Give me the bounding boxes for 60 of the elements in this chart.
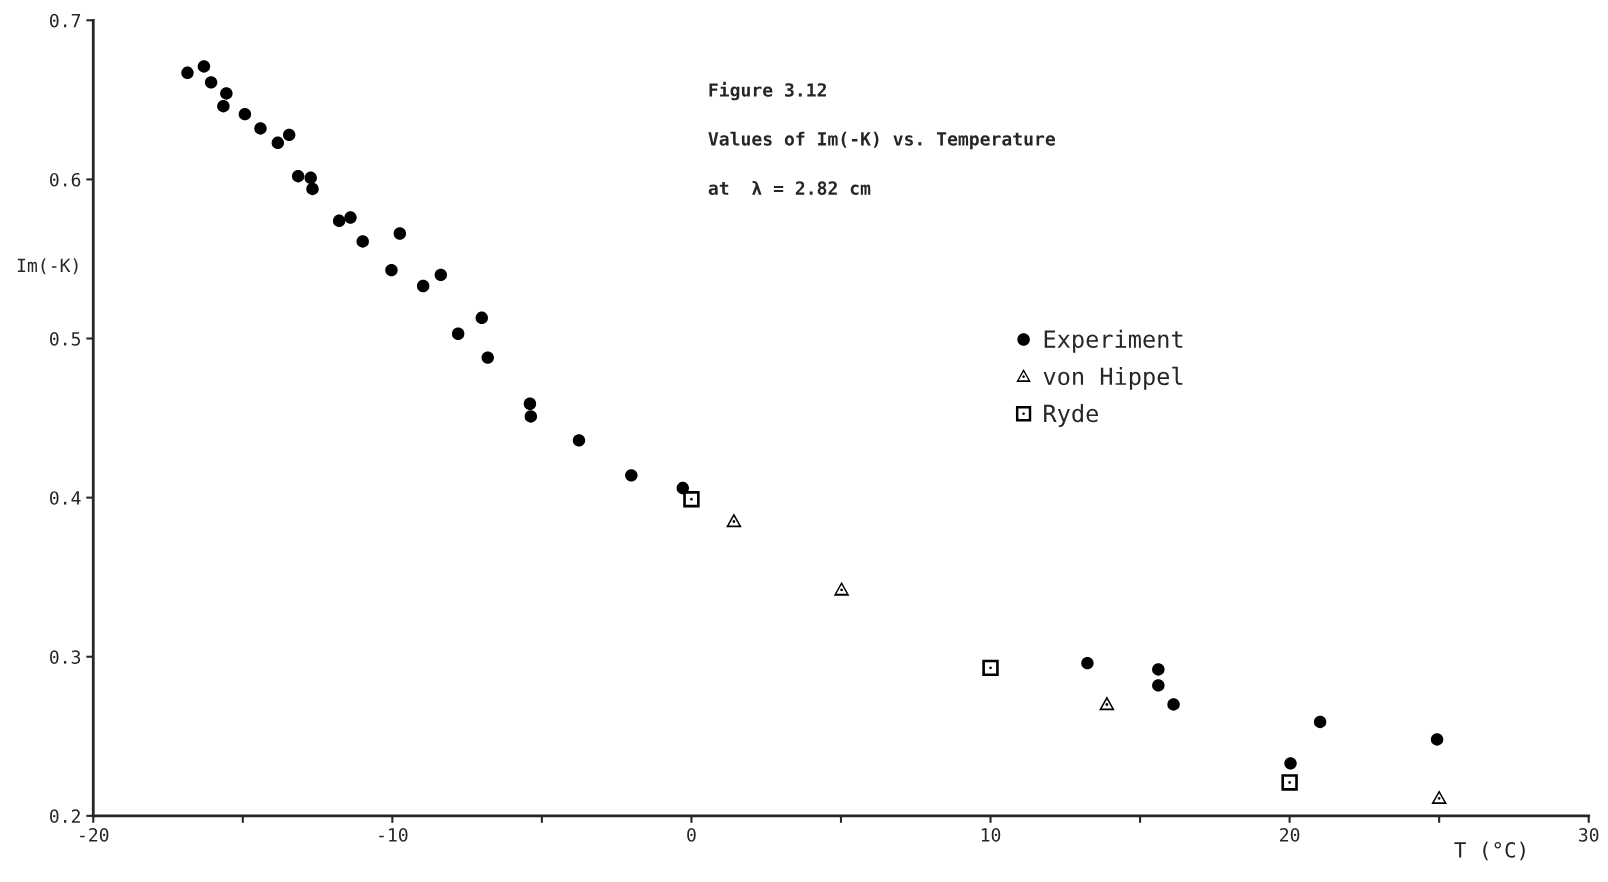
point (1430, 733, 1444, 746)
point (1284, 757, 1297, 770)
point (475, 311, 488, 325)
x-tick-label: 30 (1579, 828, 1599, 842)
point (1099, 696, 1115, 711)
point (220, 87, 233, 100)
point (385, 263, 398, 277)
y-tick-label: 0.4 (50, 491, 81, 505)
point (523, 397, 537, 410)
point (1431, 790, 1447, 805)
y-tick-label: 0.7 (50, 13, 81, 28)
point (683, 491, 700, 508)
point (204, 76, 218, 89)
point (238, 107, 252, 121)
point (625, 469, 638, 482)
x-tick-label: 10 (981, 828, 1001, 842)
point (982, 659, 999, 677)
y-tick-label: 0.2 (50, 809, 80, 824)
point (332, 214, 346, 227)
y-tick-label: 0.6 (50, 172, 81, 187)
x-tick-label: 20 (1280, 828, 1300, 842)
point (481, 351, 494, 364)
y-axis-title: Im(-K) (17, 258, 78, 275)
point (1152, 679, 1165, 692)
point (572, 434, 586, 447)
point (1081, 656, 1094, 670)
x-tick-label: 0 (687, 828, 696, 842)
point (1313, 715, 1327, 729)
point (393, 227, 407, 240)
point (271, 136, 285, 150)
point (254, 122, 267, 135)
legend-label: von Hippel (1043, 366, 1183, 390)
point (181, 66, 194, 79)
point (1152, 663, 1165, 676)
annotation: Figure 3.12 (709, 81, 826, 101)
point (306, 182, 319, 196)
annotation: Values of Im(-K) vs. Temperature (708, 131, 1055, 150)
point (197, 60, 211, 73)
point (1281, 774, 1298, 791)
x-tick-label: -10 (379, 828, 408, 842)
point (356, 235, 369, 248)
point (434, 268, 448, 282)
point (416, 279, 430, 293)
point (1167, 698, 1180, 711)
y-tick-label: 0.5 (50, 332, 81, 346)
annotation: at λ = 2.82 cm (708, 181, 871, 195)
x-tick-label: -20 (80, 828, 109, 842)
legend-label: Ryde (1044, 404, 1098, 427)
point (344, 211, 357, 224)
y-tick-label: 0.3 (50, 650, 81, 664)
point (304, 171, 317, 185)
legend-label: Experiment (1044, 329, 1183, 353)
point (726, 513, 742, 528)
point (451, 327, 465, 340)
point (282, 128, 296, 142)
x-axis-title: T (°C) (1454, 841, 1525, 861)
point (833, 581, 850, 596)
point (524, 410, 538, 423)
point (217, 100, 230, 113)
point (291, 170, 305, 183)
